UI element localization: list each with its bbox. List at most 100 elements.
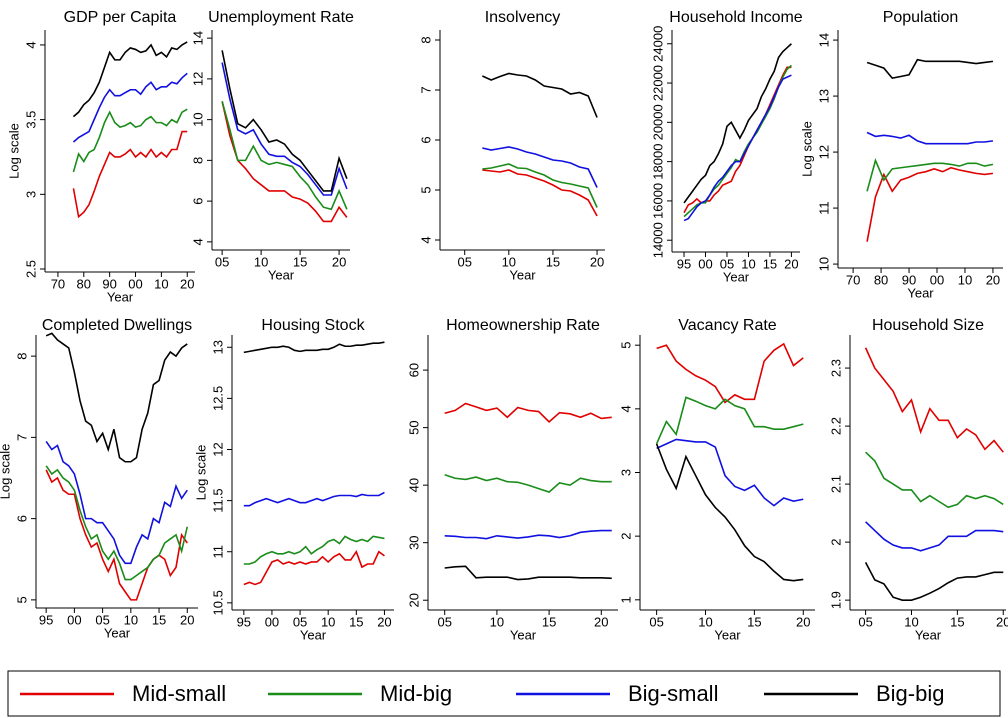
legend-label: Big-big — [876, 681, 944, 706]
x-tick-label: 05 — [720, 256, 734, 271]
series-line — [72, 108, 188, 173]
x-axis-label: Year — [723, 269, 750, 284]
x-tick-label: 05 — [649, 614, 663, 629]
x-tick-label: 90 — [902, 272, 916, 287]
series-line — [45, 465, 189, 581]
y-tick-label: 1 — [618, 596, 633, 603]
x-tick-label: 05 — [215, 254, 229, 269]
y-tick-label: 12 — [816, 145, 831, 159]
series-line — [865, 451, 1004, 509]
series-line — [655, 396, 804, 445]
panel: Household Income 14000 16000 18000 20000 2200… — [650, 9, 802, 284]
x-tick-label: 20 — [180, 612, 194, 627]
y-tick-label: 40 — [406, 478, 421, 492]
x-tick-label: 15 — [950, 614, 964, 629]
x-axis-label: Year — [915, 627, 942, 642]
panel: Homeownership Rate 20 30 40 50 60 05 10 15 20 Year — [406, 317, 618, 642]
y-tick-label: 20 — [406, 593, 421, 607]
series-line — [864, 347, 1004, 453]
y-tick-label: 10 — [190, 112, 205, 126]
series-line — [482, 72, 598, 118]
panel: Insolvency 4 5 6 7 8 05 10 15 20 Year — [418, 9, 605, 282]
legend: Mid-small Mid-big Big-small Big-big — [7, 670, 1001, 717]
series-line — [444, 529, 612, 540]
x-tick-label: 80 — [874, 272, 888, 287]
y-tick-label: 4 — [190, 238, 205, 245]
x-tick-label: 00 — [698, 256, 712, 271]
x-tick-label: 95 — [677, 256, 691, 271]
y-tick-label: 2.2 — [828, 417, 843, 435]
panel-title: Homeownership Rate — [446, 317, 600, 334]
x-axis-label: Year — [107, 289, 134, 304]
series-line — [221, 101, 348, 223]
y-tick-label: 1.9 — [828, 591, 843, 609]
y-tick-label: 11.5 — [210, 488, 225, 512]
panel-title: Unemployment Rate — [208, 9, 354, 26]
x-tick-label: 20 — [996, 614, 1008, 629]
x-tick-label: 05 — [293, 614, 307, 629]
y-tick-label: 3.5 — [23, 111, 38, 129]
series-line — [444, 565, 612, 581]
series-line — [866, 158, 994, 192]
panel-title: GDP per Capita — [64, 9, 177, 26]
y-tick-label: 5 — [418, 186, 433, 193]
series-line — [482, 163, 598, 208]
y-tick-label: 6 — [418, 136, 433, 143]
series-line — [864, 562, 1004, 601]
panel: Unemployment Rate 4 6 8 10 12 14 05 10 15 20 Year — [190, 9, 354, 282]
x-axis-label: Year — [509, 267, 536, 282]
x-tick-label: 10 — [490, 614, 504, 629]
x-tick-label: 70 — [51, 276, 65, 291]
series-line — [221, 50, 348, 192]
y-tick-label: 11 — [816, 201, 831, 215]
y-tick-label: 2 — [828, 539, 843, 546]
series-line — [221, 62, 348, 196]
x-axis-label: Year — [104, 625, 131, 640]
series-line — [656, 438, 804, 507]
x-tick-label: 00 — [930, 272, 944, 287]
series-line — [45, 440, 188, 565]
x-tick-label: 15 — [293, 254, 307, 269]
x-tick-label: 00 — [67, 612, 81, 627]
series-line — [45, 469, 188, 601]
x-tick-label: 20 — [784, 256, 798, 271]
y-tick-label: 14 — [816, 33, 831, 47]
x-tick-label: 05 — [437, 614, 451, 629]
x-tick-label: 15 — [349, 614, 363, 629]
y-tick-label: 12.5 — [210, 386, 225, 411]
y-tick-label: 12 — [210, 442, 225, 456]
series-line — [482, 146, 598, 188]
panel-title: Household Income — [669, 9, 803, 26]
series-line — [656, 342, 804, 404]
legend-box — [7, 670, 1001, 717]
x-tick-label: 20 — [594, 614, 608, 629]
y-tick-label: 14000 — [650, 222, 665, 258]
panel: Population 10 11 12 13 14 70 80 90 00 10 20 Year Log … — [799, 9, 1003, 300]
series-line — [655, 443, 804, 582]
x-tick-label: 00 — [265, 614, 279, 629]
y-tick-label: 16000 — [650, 183, 665, 219]
series-line — [444, 474, 612, 493]
y-tick-label: 10 — [816, 257, 831, 271]
x-tick-label: 15 — [747, 614, 761, 629]
series-line — [865, 521, 1004, 552]
x-tick-label: 95 — [39, 612, 53, 627]
y-tick-label: 8 — [190, 157, 205, 164]
y-tick-label: 24000 — [650, 26, 665, 62]
y-tick-label: 3 — [23, 191, 38, 198]
x-tick-label: 20 — [180, 276, 194, 291]
series-line — [221, 101, 348, 211]
x-tick-label: 70 — [846, 272, 860, 287]
series-line — [243, 535, 385, 565]
y-tick-label: 5 — [14, 596, 29, 603]
y-tick-label: 50 — [406, 420, 421, 434]
x-tick-label: 10 — [741, 256, 755, 271]
x-axis-label: Year — [714, 627, 741, 642]
y-tick-label: 6 — [190, 197, 205, 204]
series-line — [866, 58, 994, 80]
y-tick-label: 4 — [418, 236, 433, 243]
panel: Household Size 1.9 2 2.1 2.2 2.3 05 10 15 20 Year — [828, 317, 1008, 642]
x-tick-label: 20 — [377, 614, 391, 629]
x-axis-label: Year — [907, 285, 934, 300]
